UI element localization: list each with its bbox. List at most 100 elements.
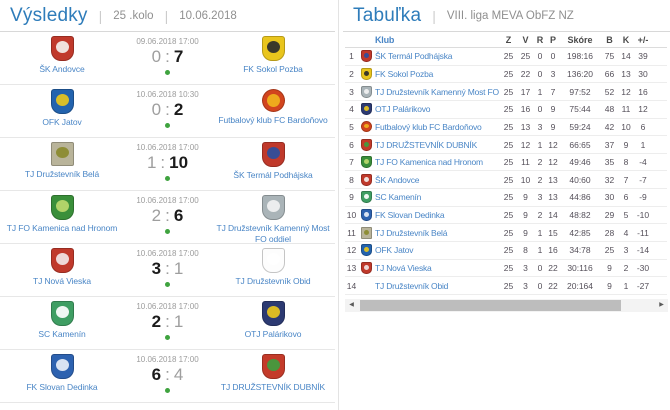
club-link[interactable]: Futbalový klub FC Bardoňovo (375, 121, 482, 132)
rank: 13 (346, 263, 357, 273)
played: 25 (503, 104, 514, 115)
match-row[interactable]: SC Kamenín 10.06.2018 17:00 2 : 1 OTJ Pa… (0, 297, 335, 350)
played: 25 (503, 68, 514, 79)
points: 66 (604, 68, 615, 79)
match-row[interactable]: TJ Družstevník Belá 10.06.2018 17:00 1 :… (0, 138, 335, 191)
table-horizontal-scrollbar[interactable]: ◀ ▶ (345, 298, 668, 312)
header-separator: | (164, 7, 169, 24)
goal-score: 30:116 (567, 263, 593, 273)
rank: 5 (349, 121, 354, 132)
match-row[interactable]: FK Slovan Dedinka 10.06.2018 17:00 6 : 4… (0, 350, 335, 403)
club-link[interactable]: OTJ Palárikovo (375, 104, 431, 115)
goal-score: 198:16 (567, 51, 593, 62)
away-team: OTJ Palárikovo (211, 297, 335, 340)
plus-minus: 16 (638, 86, 648, 97)
played: 25 (503, 227, 514, 238)
losses: 9 (550, 121, 556, 132)
plus-minus: -30 (636, 263, 650, 273)
wins: 8 (523, 245, 528, 256)
goal-score: 136:20 (567, 68, 593, 79)
losses: 12 (548, 139, 558, 150)
home-team: ŠK Andovce (0, 32, 124, 75)
club-link[interactable]: TJ Družstevník Obid (375, 280, 449, 291)
away-team: TJ Družstevník Obid (211, 244, 335, 287)
club-link[interactable]: OFK Jatov (375, 245, 414, 256)
match-datetime: 10.06.2018 17:00 (136, 249, 199, 258)
home-team-name[interactable]: OFK Jatov (42, 117, 82, 127)
away-team-name[interactable]: ŠK Termál Podhájska (233, 170, 313, 180)
club-link[interactable]: TJ FO Kamenica nad Hronom (375, 157, 483, 168)
away-team-name[interactable]: Futbalový klub FC Bardoňovo (218, 115, 328, 125)
home-score: 3 (151, 259, 162, 278)
club-link[interactable]: TJ DRUŽSTEVNÍK DUBNÍK (375, 139, 478, 150)
points: 29 (604, 210, 615, 221)
away-team-crest-icon (261, 89, 285, 112)
away-team-name[interactable]: FK Sokol Pozba (243, 64, 303, 74)
points: 52 (604, 86, 615, 97)
home-team-name[interactable]: TJ FO Kamenica nad Hronom (6, 223, 118, 233)
plus-minus: 39 (638, 51, 648, 62)
match-row[interactable]: ŠK Andovce 09.06.2018 17:00 0 : 7 FK Sok… (0, 32, 335, 85)
scrollbar-thumb[interactable] (360, 299, 622, 311)
club-link[interactable]: ŠK Termál Podhájska (375, 51, 453, 62)
draws: 3 (537, 121, 543, 132)
plus-minus: 12 (638, 104, 648, 115)
match-played-dot-icon (165, 122, 170, 128)
scroll-left-arrow-icon[interactable]: ◀ (349, 301, 354, 308)
wins: 16 (520, 104, 531, 115)
match-row[interactable]: TJ Nová Vieska 10.06.2018 17:00 3 : 1 TJ… (0, 244, 335, 297)
home-team-crest-icon (50, 354, 74, 379)
away-team-name[interactable]: OTJ Palárikovo (244, 329, 302, 339)
away-team-name[interactable]: TJ Družstevník Obid (235, 276, 311, 286)
match-row[interactable]: TJ FO Kamenica nad Hronom 10.06.2018 17:… (0, 191, 335, 244)
match-row[interactable]: OFK Jatov 10.06.2018 10:30 0 : 2 Futbalo… (0, 85, 335, 138)
match-center: 10.06.2018 17:00 2 : 1 (124, 297, 211, 340)
table-row: 10 FK Slovan Dedinka 25 9 2 14 48:82 29 … (345, 207, 667, 225)
away-team-name[interactable]: TJ Družstevník Kamenný Most FO oddiel (216, 223, 330, 244)
club-crest-icon (361, 262, 372, 274)
away-team-name[interactable]: TJ DRUŽSTEVNÍK DUBNÍK (220, 382, 326, 392)
away-team: ŠK Termál Podhájska (211, 138, 335, 181)
club-link[interactable]: TJ Družstevník Belá (375, 227, 448, 238)
score-colon: : (165, 206, 170, 225)
home-score: 0 (151, 100, 162, 119)
club-link[interactable]: TJ Družstevník Kamenný Most FO oddiel (375, 86, 500, 97)
plus-minus: -11 (637, 227, 649, 238)
rank: 7 (349, 157, 354, 168)
plus-minus: -7 (639, 174, 647, 185)
wins: 9 (523, 227, 528, 238)
match-center: 09.06.2018 17:00 0 : 7 (124, 32, 211, 75)
home-team-name[interactable]: SC Kamenín (38, 329, 86, 339)
club-link[interactable]: FK Slovan Dedinka (375, 210, 445, 221)
goal-score: 20:164 (567, 280, 593, 291)
club-crest-icon (361, 121, 372, 133)
standings-table: Klub Z V R P Skóre B K +/- 1 ŠK Termál P… (343, 32, 670, 295)
home-team: TJ Družstevník Belá (0, 138, 124, 180)
draws: 2 (537, 174, 543, 185)
wins: 3 (523, 263, 528, 273)
losses: 15 (548, 227, 558, 238)
match-played-dot-icon (165, 228, 170, 234)
scrollbar-track[interactable] (358, 299, 655, 311)
points: 75 (604, 51, 615, 62)
away-score: 2 (173, 100, 184, 119)
col-p: P (549, 34, 556, 45)
club-link[interactable]: SC Kamenín (375, 192, 422, 203)
club-crest-icon (361, 50, 372, 63)
club-link[interactable]: TJ Nová Vieska (375, 263, 432, 273)
rank: 12 (346, 245, 357, 256)
scroll-right-arrow-icon[interactable]: ▶ (659, 301, 664, 308)
home-team-name[interactable]: TJ Nová Vieska (33, 276, 91, 286)
losses: 7 (550, 86, 556, 97)
table-row: 11 TJ Družstevník Belá 25 9 1 15 42:85 2… (345, 224, 667, 243)
home-team-name[interactable]: ŠK Andovce (39, 64, 85, 74)
draws: 1 (537, 139, 543, 150)
played: 25 (503, 245, 514, 256)
draws: 0 (537, 104, 543, 115)
rank: 1 (349, 51, 354, 62)
home-team-name[interactable]: TJ Družstevník Belá (24, 169, 100, 179)
goal-score: 66:65 (569, 139, 591, 150)
home-team-name[interactable]: FK Slovan Dedinka (26, 382, 98, 392)
club-link[interactable]: ŠK Andovce (375, 174, 420, 185)
club-link[interactable]: FK Sokol Pozba (375, 68, 434, 79)
